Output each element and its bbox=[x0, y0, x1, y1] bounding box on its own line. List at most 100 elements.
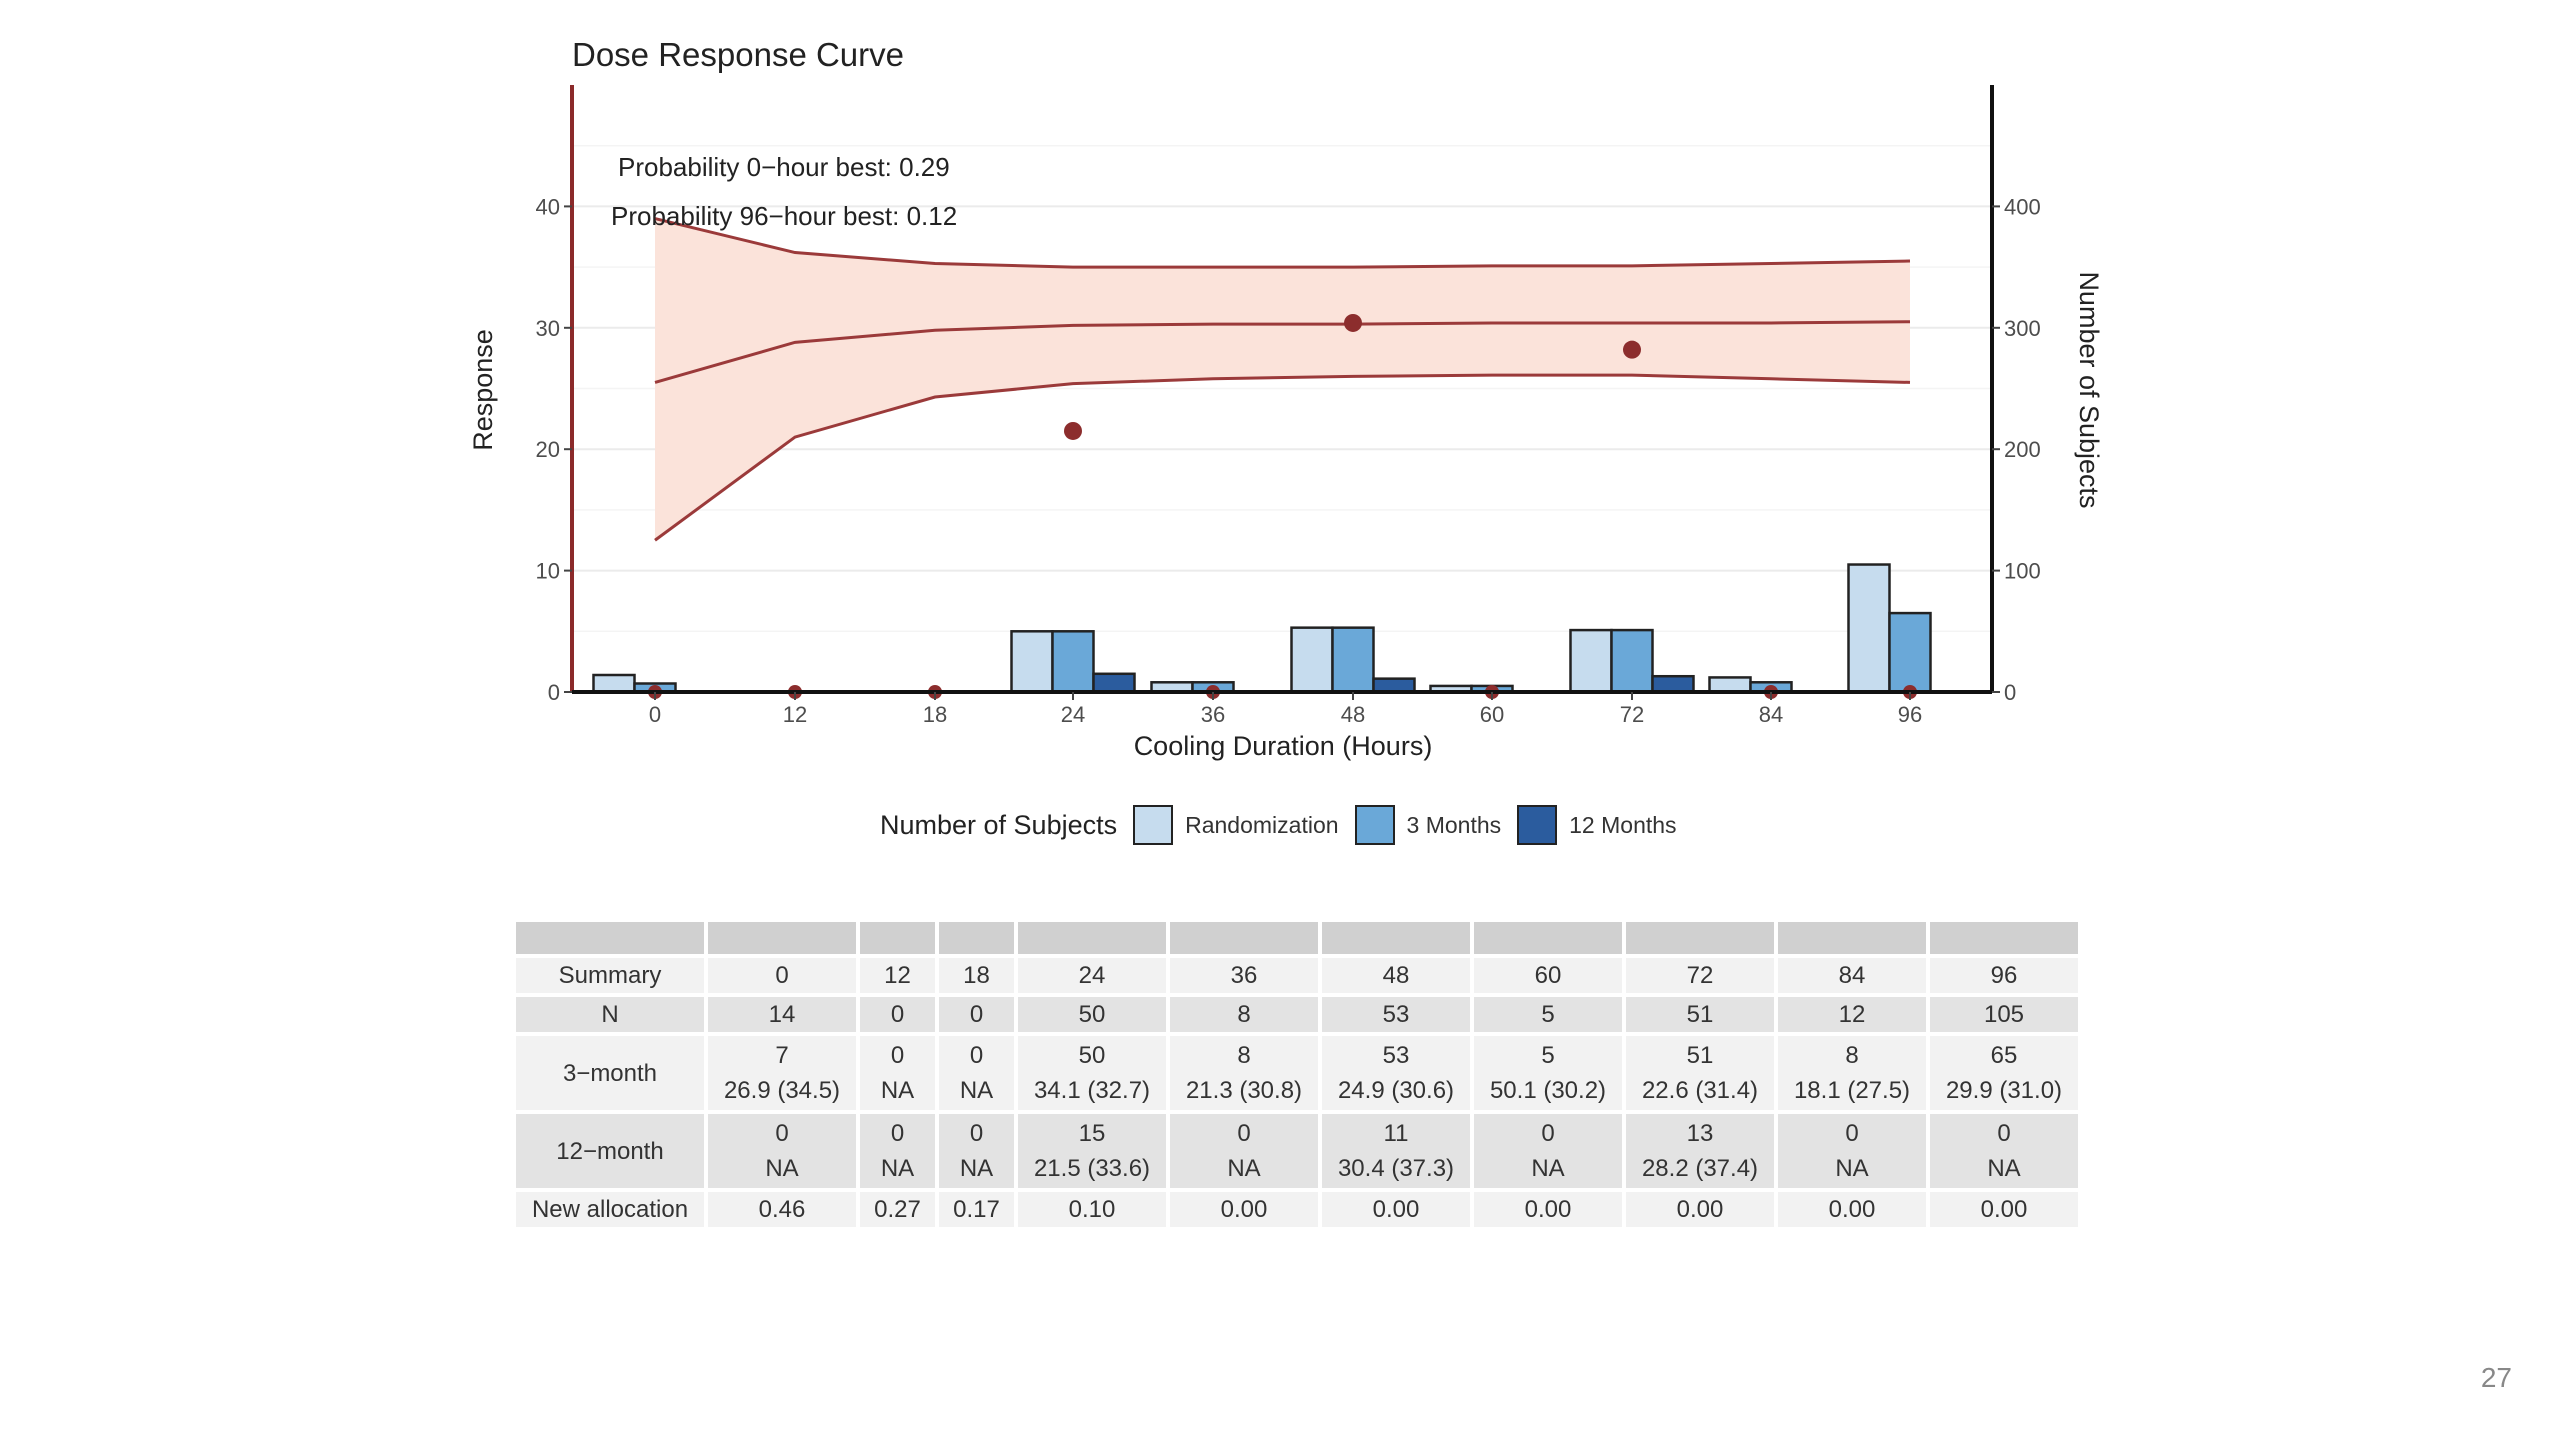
bar-randomization-72 bbox=[1569, 628, 1613, 694]
curve-mean bbox=[654, 320, 1911, 384]
table-cell: 0 bbox=[939, 997, 1014, 1032]
y2-tick-label-400: 400 bbox=[2004, 194, 2041, 219]
table-header-cell bbox=[1018, 922, 1166, 954]
table-cell-line: 11 bbox=[1383, 1120, 1409, 1147]
table-cell-line: 105 bbox=[1983, 1001, 2025, 1028]
table-header-cell bbox=[1474, 922, 1622, 954]
table-cell: 51 22.6 (31.4) bbox=[1626, 1036, 1774, 1110]
x-tick-label-96: 96 bbox=[1898, 702, 1922, 727]
table-cell: 8 bbox=[1170, 997, 1318, 1032]
table-cell-line: 34.1 (32.7) bbox=[1033, 1077, 1151, 1104]
bar-3-months-24 bbox=[1051, 630, 1095, 694]
x-axis-label: Cooling Duration (Hours) bbox=[1134, 731, 1433, 761]
y2-axis-label: Number of Subjects bbox=[2074, 271, 2104, 508]
x-tick-label-0: 0 bbox=[649, 702, 661, 727]
table-cell: 0 NA bbox=[860, 1036, 935, 1110]
table-cell-line: 60 bbox=[1534, 962, 1562, 989]
table-cell-line: 50.1 (30.2) bbox=[1489, 1077, 1607, 1104]
table-cell-line: 36 bbox=[1230, 962, 1258, 989]
table-cell-line: 0 bbox=[1997, 1120, 2011, 1147]
y2-tick-label-100: 100 bbox=[2004, 559, 2041, 584]
table-cell-line: 0.27 bbox=[874, 1196, 921, 1223]
table-cell-line: NA bbox=[1987, 1155, 2021, 1182]
table-cell-line: 12 bbox=[884, 962, 911, 989]
table-cell-line: 96 bbox=[1990, 962, 2018, 989]
table-cell: 0 NA bbox=[860, 1114, 935, 1188]
table-body: Summary 0 12 18 24 36 48 60 72 84 96 N 14 0 0 50 8 53 5 51 1… bbox=[516, 958, 2078, 1227]
table-cell-line: NA bbox=[959, 1155, 994, 1182]
table-cell: 72 bbox=[1626, 958, 1774, 993]
table-cell: 0.27 bbox=[860, 1192, 935, 1227]
table-cell-line: 0.00 bbox=[1676, 1196, 1724, 1223]
x-tick-label-60: 60 bbox=[1480, 702, 1504, 727]
table-cell-line: 0 bbox=[890, 1001, 905, 1028]
table-cell-line: NA bbox=[959, 1077, 994, 1104]
table-cell-line: 0 bbox=[775, 1120, 789, 1147]
table-cell-line: 5 bbox=[1541, 1001, 1555, 1028]
y-tick-label-20: 20 bbox=[536, 437, 560, 462]
table-cell-line: 50 bbox=[1078, 1042, 1106, 1069]
table-header-corner bbox=[516, 922, 704, 954]
legend-label-randomization: Randomization bbox=[1185, 811, 1339, 838]
x-tick-label-72: 72 bbox=[1620, 702, 1644, 727]
y-tick-label-40: 40 bbox=[536, 194, 560, 219]
x-tick-label-36: 36 bbox=[1201, 702, 1225, 727]
table-row-label: 3−month bbox=[516, 1036, 704, 1110]
observed-points bbox=[648, 313, 1917, 699]
table-cell-line: 12 bbox=[1838, 1001, 1866, 1028]
table-cell: 84 bbox=[1778, 958, 1926, 993]
table-cell-line: 84 bbox=[1838, 962, 1866, 989]
table-cell-line: NA bbox=[880, 1077, 915, 1104]
table-cell-line: 53 bbox=[1382, 1001, 1410, 1028]
table-cell: 0 NA bbox=[939, 1114, 1014, 1188]
table-row: N 14 0 0 50 8 53 5 51 12 105 bbox=[516, 997, 2078, 1032]
table-cell-line: 0 bbox=[969, 1120, 984, 1147]
table-cell-line: 50 bbox=[1078, 1001, 1106, 1028]
bar-randomization-0 bbox=[592, 673, 636, 694]
y2-tick-label-200: 200 bbox=[2004, 437, 2041, 462]
page-number: 27 bbox=[2480, 1362, 2512, 1393]
y-axis-label: Response bbox=[468, 329, 498, 451]
legend-item-randomization: Randomization bbox=[1133, 805, 1339, 845]
axes bbox=[570, 85, 1994, 694]
table-cell: 60 bbox=[1474, 958, 1622, 993]
table-cell-line: 0 bbox=[1237, 1120, 1251, 1147]
table-cell-line: 0.00 bbox=[1828, 1196, 1876, 1223]
bar-3-months-72 bbox=[1610, 628, 1654, 694]
table-header-cell bbox=[708, 922, 856, 954]
table-cell-line: 29.9 (31.0) bbox=[1945, 1077, 2063, 1104]
table-cell-line: 24 bbox=[1078, 962, 1106, 989]
x-tick-label-18: 18 bbox=[923, 702, 947, 727]
table-cell: 0 NA bbox=[1170, 1114, 1318, 1188]
table-cell-line: 0 bbox=[775, 962, 789, 989]
x-tick-label-24: 24 bbox=[1061, 702, 1085, 727]
y2-tick-label-0: 0 bbox=[2004, 680, 2016, 705]
bar-12-months-48 bbox=[1372, 677, 1416, 694]
table-cell-line: 0.10 bbox=[1068, 1196, 1116, 1223]
table-cell: 11 30.4 (37.3) bbox=[1322, 1114, 1470, 1188]
table-cell: 18 bbox=[939, 958, 1014, 993]
table-cell-line: 0.00 bbox=[1372, 1196, 1420, 1223]
table-cell-line: NA bbox=[1227, 1155, 1261, 1182]
legend-swatch-randomization bbox=[1133, 805, 1174, 845]
table-row: Summary 0 12 18 24 36 48 60 72 84 96 bbox=[516, 958, 2078, 993]
table-cell: 53 24.9 (30.6) bbox=[1322, 1036, 1470, 1110]
table-row: 12−month 0 NA 0 NA 0 NA 15 21.5 (33.6) 0 NA 11 30.4 … bbox=[516, 1114, 2078, 1188]
table-cell: 36 bbox=[1170, 958, 1318, 993]
response-curves bbox=[654, 217, 1911, 542]
subject-bars bbox=[592, 563, 1932, 694]
table-cell: 0.17 bbox=[939, 1192, 1014, 1227]
table-cell: 12 bbox=[1778, 997, 1926, 1032]
table-cell-line: 0 bbox=[890, 1120, 905, 1147]
table-cell-line: NA bbox=[1531, 1155, 1565, 1182]
table-cell: 0 bbox=[860, 997, 935, 1032]
table-cell: 0 NA bbox=[1778, 1114, 1926, 1188]
table-row-label: Summary bbox=[516, 958, 704, 993]
table-cell-line: NA bbox=[880, 1155, 915, 1182]
credible-band bbox=[655, 218, 1910, 541]
bar-randomization-96 bbox=[1847, 563, 1891, 694]
table-cell-line: 48 bbox=[1382, 962, 1410, 989]
table-cell-line: 13 bbox=[1686, 1120, 1714, 1147]
table-cell-line: 0 bbox=[1541, 1120, 1555, 1147]
table-cell: 0.00 bbox=[1322, 1192, 1470, 1227]
